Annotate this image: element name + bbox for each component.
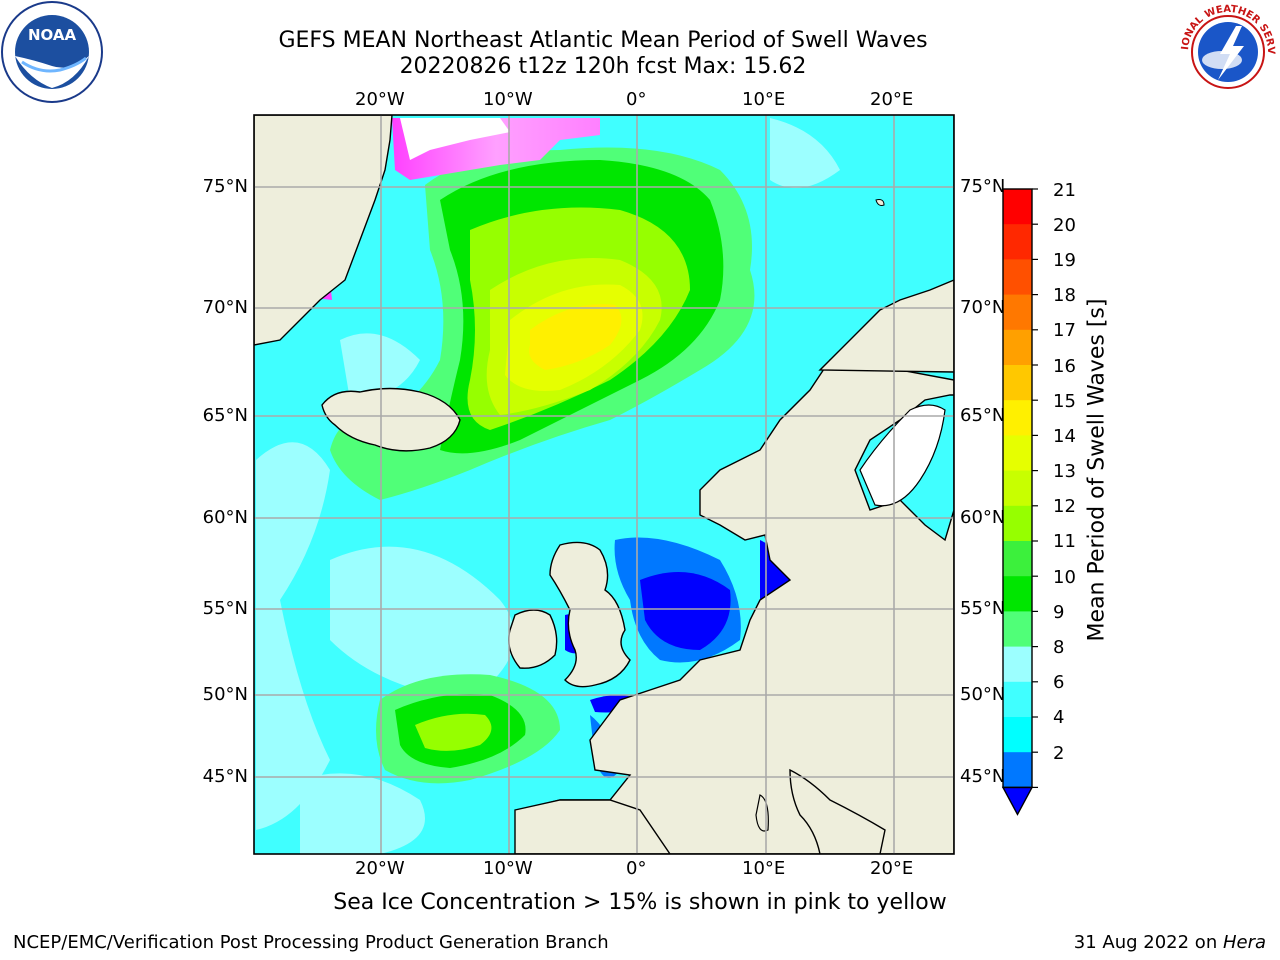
sea-ice-core	[400, 118, 510, 160]
lat-label-right: 75°N	[960, 176, 1006, 197]
sea-ice-note: Sea Ice Concentration > 15% is shown in …	[333, 890, 947, 915]
europe-land	[514, 115, 954, 854]
colorbar-swatch	[1003, 435, 1032, 472]
norway-land	[818, 279, 954, 373]
noaa-logo: NOAA	[1, 1, 103, 103]
colorbar-tick-label: 14	[1053, 426, 1076, 447]
colorbar-tick-label: 6	[1053, 672, 1065, 693]
lat-label-right: 60°N	[960, 507, 1006, 528]
colorbar-tick-label: 20	[1053, 215, 1076, 236]
colorbar-swatch	[1003, 294, 1032, 331]
colorbar-tick-label: 2	[1053, 743, 1065, 764]
footer-machine: Hera	[1222, 932, 1266, 953]
graticule	[254, 115, 954, 854]
lat-label-right: 55°N	[960, 598, 1006, 619]
footer-credit: NCEP/EMC/Verification Post Processing Pr…	[13, 932, 609, 953]
colorbar-swatch	[1003, 259, 1032, 296]
swell-band-8-9	[300, 773, 425, 854]
colorbar-swatch	[1003, 541, 1032, 577]
noaa-wordmark: NOAA	[28, 26, 77, 44]
swell-band-8-9	[770, 118, 840, 188]
colorbar-tick-label: 12	[1053, 496, 1076, 517]
colorbar-swatch	[1003, 681, 1032, 718]
nws-logo: NATIONAL WEATHER SERVICE	[1176, 0, 1277, 101]
colorbar-swatch	[1003, 505, 1032, 542]
swell-band-under-2	[640, 572, 731, 650]
colorbar-tick-label: 9	[1053, 602, 1065, 623]
colorbar-frame	[1002, 188, 1033, 789]
lat-label-left: 75°N	[202, 176, 248, 197]
colorbar-swatch	[1003, 400, 1032, 436]
lat-label-right: 50°N	[960, 684, 1006, 705]
lon-label-bottom: 0°	[626, 858, 647, 879]
lat-label-left: 65°N	[202, 405, 248, 426]
colorbar-swatch	[1003, 611, 1032, 648]
colorbar-tick-label: 11	[1053, 531, 1076, 552]
colorbar-swatch	[1003, 576, 1032, 612]
swell-band-8-9	[256, 442, 330, 830]
lon-label-top: 10°W	[483, 89, 533, 110]
colorbar-swatch	[1003, 329, 1032, 366]
lat-label-right: 45°N	[960, 766, 1006, 787]
colorbar-swatch	[1003, 189, 1032, 225]
lon-label-bottom: 20°E	[870, 858, 914, 879]
lon-label-top: 20°W	[355, 89, 405, 110]
colorbar	[1001, 188, 1038, 816]
colorbar-swatch	[1003, 470, 1032, 507]
colorbar-title: Mean Period of Swell Waves [s]	[1084, 298, 1110, 642]
colorbar-tick-label: 8	[1053, 637, 1065, 658]
lon-label-bottom: 10°W	[483, 858, 533, 879]
colorbar-swatch	[1003, 646, 1032, 683]
swell-band-11-12	[415, 713, 492, 751]
lat-label-right: 65°N	[960, 405, 1006, 426]
island-land	[875, 199, 885, 206]
footer-date: 31 Aug 2022 on Hera	[1074, 932, 1266, 953]
iberia-land	[514, 799, 671, 854]
map-frame	[253, 114, 955, 855]
swell-band-14-15	[529, 304, 622, 370]
colorbar-swatch	[1003, 224, 1032, 260]
ireland-land	[508, 609, 558, 669]
map-field	[254, 115, 954, 854]
colorbar-tick-label: 4	[1053, 707, 1065, 728]
colorbar-tick-label: 17	[1053, 320, 1076, 341]
lon-label-bottom: 10°E	[742, 858, 786, 879]
colorbar-tick-label: 13	[1053, 461, 1076, 482]
colorbar-tick-label: 15	[1053, 391, 1076, 412]
colorbar-swatch	[1003, 717, 1032, 753]
footer-date-text: 31 Aug 2022 on	[1073, 932, 1223, 953]
map-subtitle: 20220826 t12z 120h fcst Max: 15.62	[399, 54, 807, 79]
lat-label-left: 55°N	[202, 598, 248, 619]
italy-land	[789, 768, 886, 854]
colorbar-tick-label: 19	[1053, 250, 1076, 271]
colorbar-tick-label: 21	[1053, 180, 1076, 201]
colorbar-tick-label: 10	[1053, 567, 1076, 588]
colorbar-tick-label: 16	[1053, 356, 1076, 377]
colorbar-swatch	[1003, 752, 1032, 788]
swell-band-8-9	[330, 546, 515, 700]
great-britain-land	[549, 541, 631, 688]
swell-band-8-9	[340, 333, 420, 400]
lon-label-top: 0°	[626, 89, 647, 110]
colorbar-extend-triangle	[1001, 786, 1034, 816]
colorbar-swatch	[1003, 365, 1032, 401]
lat-label-left: 60°N	[202, 507, 248, 528]
colorbar-tick-label: 18	[1053, 285, 1076, 306]
gulf-of-bothnia	[859, 404, 946, 507]
lon-label-top: 20°E	[870, 89, 914, 110]
lon-label-bottom: 20°W	[355, 858, 405, 879]
lat-label-right: 70°N	[960, 297, 1006, 318]
lat-label-left: 50°N	[202, 684, 248, 705]
greenland-land	[254, 115, 393, 346]
lat-label-left: 70°N	[202, 297, 248, 318]
lon-label-top: 10°E	[742, 89, 786, 110]
map-title: GEFS MEAN Northeast Atlantic Mean Period…	[278, 28, 928, 53]
iceland-land	[321, 387, 461, 452]
lat-label-left: 45°N	[202, 766, 248, 787]
